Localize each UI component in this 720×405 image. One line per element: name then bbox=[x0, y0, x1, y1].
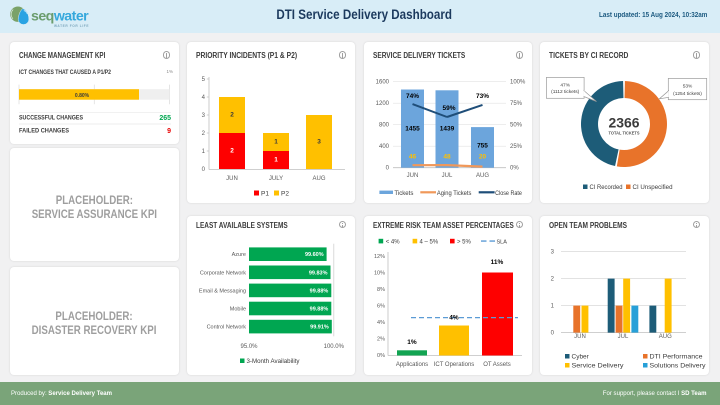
svg-text:755: 755 bbox=[477, 143, 488, 150]
svg-text:1200: 1200 bbox=[376, 101, 390, 107]
svg-text:ICT CHANGES THAT CAUSED A P1/P: ICT CHANGES THAT CAUSED A P1/P2 bbox=[19, 70, 112, 76]
svg-text:74%: 74% bbox=[406, 93, 419, 100]
svg-text:WATER FOR LIFE: WATER FOR LIFE bbox=[54, 24, 89, 28]
svg-text:AUG: AUG bbox=[476, 173, 489, 179]
svg-text:Close Rate: Close Rate bbox=[495, 190, 522, 197]
svg-text:> 5%: > 5% bbox=[457, 239, 472, 245]
svg-text:CI Recorded: CI Recorded bbox=[590, 184, 623, 191]
svg-text:OT Assets: OT Assets bbox=[483, 362, 511, 368]
svg-text:800: 800 bbox=[379, 123, 390, 129]
svg-text:0: 0 bbox=[551, 331, 555, 337]
svg-text:ICT Operations: ICT Operations bbox=[434, 362, 475, 368]
svg-text:3-Month Availability: 3-Month Availability bbox=[247, 358, 301, 365]
svg-text:JUN: JUN bbox=[407, 173, 419, 179]
svg-text:P2: P2 bbox=[281, 191, 289, 198]
svg-text:3: 3 bbox=[551, 250, 555, 256]
svg-text:48: 48 bbox=[443, 154, 451, 161]
svg-text:3: 3 bbox=[317, 138, 321, 145]
svg-text:99.91%: 99.91% bbox=[310, 325, 329, 331]
svg-text:3: 3 bbox=[202, 113, 206, 119]
svg-text:JUL: JUL bbox=[442, 173, 453, 179]
svg-text:265: 265 bbox=[159, 115, 171, 122]
svg-text:2: 2 bbox=[202, 131, 206, 137]
svg-text:2%: 2% bbox=[377, 337, 385, 343]
svg-text:1600: 1600 bbox=[376, 80, 390, 86]
svg-text:100%: 100% bbox=[510, 80, 526, 86]
svg-text:Azure: Azure bbox=[232, 252, 246, 258]
svg-text:6%: 6% bbox=[377, 304, 385, 310]
svg-text:73%: 73% bbox=[476, 93, 489, 100]
svg-text:JUL: JUL bbox=[618, 334, 629, 340]
svg-text:FAILED CHANGES: FAILED CHANGES bbox=[19, 129, 69, 135]
svg-text:1: 1 bbox=[274, 156, 278, 163]
svg-text:99.83%: 99.83% bbox=[309, 270, 328, 276]
svg-text:1: 1 bbox=[551, 304, 555, 310]
svg-text:99.88%: 99.88% bbox=[310, 307, 329, 313]
svg-text:Service Delivery: Service Delivery bbox=[572, 363, 625, 370]
svg-text:0%: 0% bbox=[377, 353, 385, 359]
svg-text:P1: P1 bbox=[261, 191, 269, 198]
svg-text:DTI Performance: DTI Performance bbox=[650, 354, 703, 361]
svg-text:0: 0 bbox=[386, 166, 390, 172]
svg-text:TOTAL TICKETS: TOTAL TICKETS bbox=[609, 131, 640, 136]
svg-text:53%: 53% bbox=[683, 84, 693, 90]
svg-text:JULY: JULY bbox=[269, 176, 283, 182]
svg-text:1%: 1% bbox=[407, 339, 417, 346]
svg-text:SUCCESSFUL CHANGES: SUCCESSFUL CHANGES bbox=[19, 116, 83, 122]
svg-text:11%: 11% bbox=[491, 259, 504, 266]
svg-text:JUN: JUN bbox=[226, 176, 238, 182]
svg-text:4: 4 bbox=[202, 95, 206, 101]
svg-text:(1254 tickets): (1254 tickets) bbox=[673, 91, 702, 97]
svg-text:AUG: AUG bbox=[659, 334, 672, 340]
svg-text:12%: 12% bbox=[374, 254, 385, 260]
svg-text:0.80%: 0.80% bbox=[75, 93, 90, 99]
svg-text:1%: 1% bbox=[166, 69, 173, 74]
svg-text:20: 20 bbox=[479, 154, 487, 161]
svg-text:99.88%: 99.88% bbox=[310, 288, 329, 294]
svg-text:4 – 5%: 4 – 5% bbox=[420, 239, 439, 245]
svg-text:47%: 47% bbox=[560, 83, 570, 89]
svg-text:CI Unspecified: CI Unspecified bbox=[633, 184, 673, 191]
svg-text:0: 0 bbox=[202, 167, 206, 173]
svg-text:Applications: Applications bbox=[396, 362, 428, 368]
svg-text:5: 5 bbox=[202, 77, 206, 83]
svg-text:JUN: JUN bbox=[574, 334, 586, 340]
svg-text:46: 46 bbox=[409, 154, 417, 161]
svg-text:95.0%: 95.0% bbox=[240, 344, 258, 350]
svg-text:10%: 10% bbox=[374, 271, 385, 277]
svg-text:1439: 1439 bbox=[440, 126, 455, 133]
svg-text:4%: 4% bbox=[449, 315, 459, 322]
svg-text:50%: 50% bbox=[510, 123, 523, 129]
svg-text:2: 2 bbox=[230, 147, 234, 154]
svg-text:SLA: SLA bbox=[497, 239, 508, 245]
svg-text:75%: 75% bbox=[510, 101, 523, 107]
svg-text:< 4%: < 4% bbox=[386, 239, 401, 245]
svg-text:9: 9 bbox=[167, 128, 171, 135]
svg-text:2: 2 bbox=[230, 111, 234, 118]
svg-text:400: 400 bbox=[379, 144, 390, 150]
svg-text:99.60%: 99.60% bbox=[305, 252, 324, 258]
svg-text:1: 1 bbox=[274, 138, 278, 145]
svg-text:Corporate Network: Corporate Network bbox=[200, 270, 246, 276]
svg-text:25%: 25% bbox=[510, 144, 523, 150]
svg-text:Solutions Delivery: Solutions Delivery bbox=[650, 363, 707, 370]
svg-text:2366: 2366 bbox=[609, 115, 640, 131]
svg-text:0%: 0% bbox=[510, 166, 519, 172]
svg-text:4%: 4% bbox=[377, 320, 385, 326]
svg-text:1455: 1455 bbox=[405, 126, 420, 133]
svg-text:1: 1 bbox=[202, 149, 206, 155]
svg-text:(1112 tickets): (1112 tickets) bbox=[551, 89, 579, 95]
svg-text:AUG: AUG bbox=[312, 176, 325, 182]
svg-text:2: 2 bbox=[551, 277, 555, 283]
svg-text:Email & Messaging: Email & Messaging bbox=[199, 288, 246, 294]
svg-text:seqwater: seqwater bbox=[31, 9, 89, 25]
svg-text:Tickets: Tickets bbox=[394, 190, 414, 197]
svg-text:59%: 59% bbox=[442, 105, 455, 112]
svg-text:Mobile: Mobile bbox=[230, 307, 246, 313]
svg-text:100.0%: 100.0% bbox=[324, 344, 345, 350]
svg-text:8%: 8% bbox=[377, 287, 385, 293]
svg-text:Cyber: Cyber bbox=[572, 354, 590, 361]
svg-text:Control Network: Control Network bbox=[207, 325, 247, 331]
svg-text:Aging Tickets: Aging Tickets bbox=[437, 190, 472, 197]
